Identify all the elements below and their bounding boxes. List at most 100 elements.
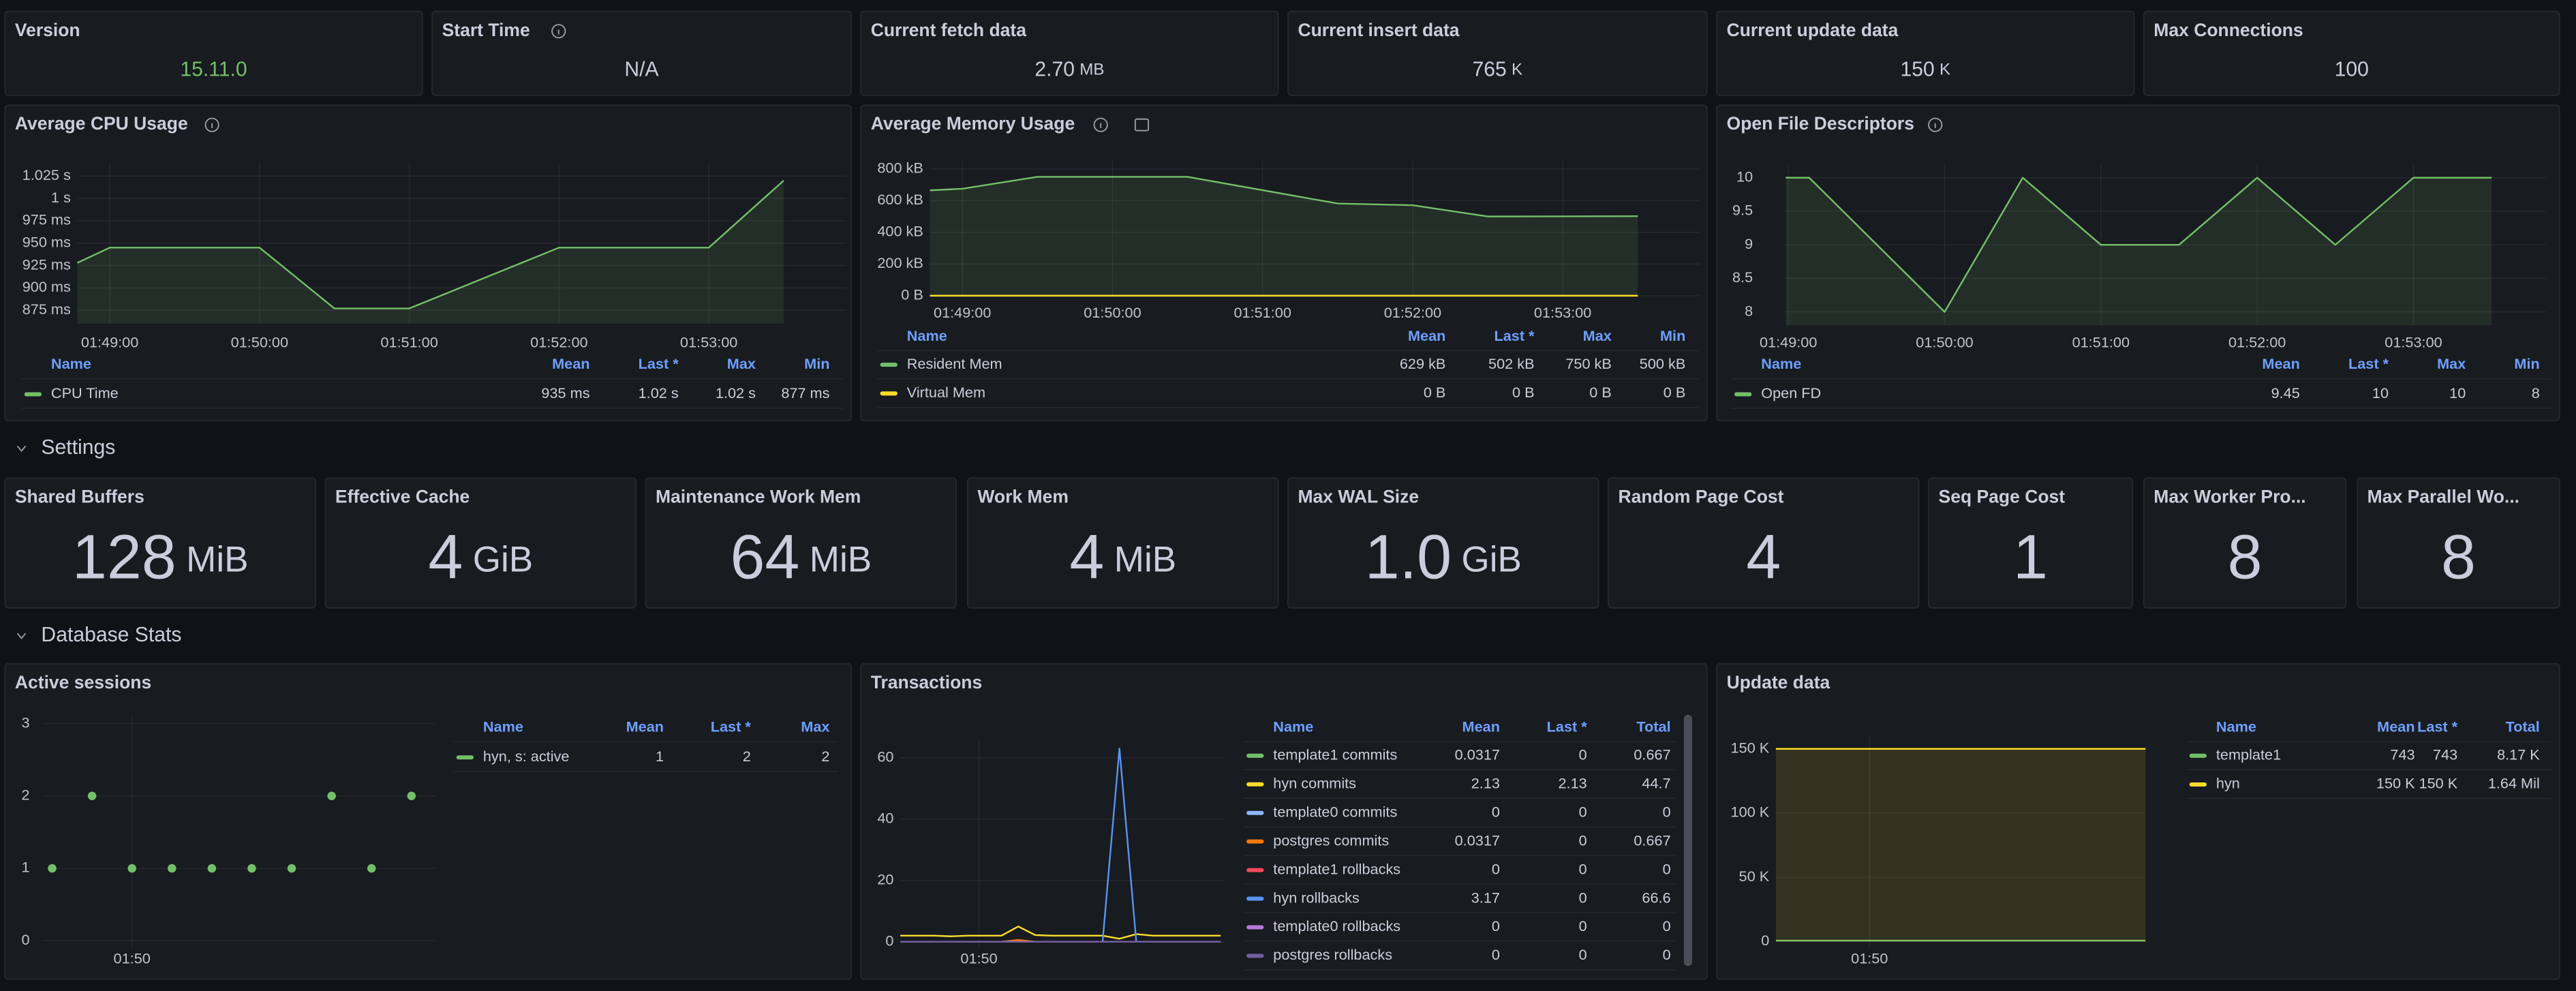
y-tick-label: 3 — [22, 714, 30, 731]
stat-number: 2.70 — [1034, 59, 1075, 81]
link-icon[interactable] — [1134, 118, 1150, 132]
y-tick-label: 8.5 — [1732, 269, 1753, 286]
collapse-chevron[interactable] — [16, 632, 27, 639]
data-point — [207, 864, 217, 873]
panel-title: Seq Page Cost — [1939, 486, 2066, 506]
x-tick-label: 01:52:00 — [2228, 334, 2286, 351]
legend-header: Last * — [1494, 327, 1535, 344]
legend-value: 0 — [1492, 803, 1500, 820]
legend-header: Mean — [552, 355, 589, 372]
panel — [2143, 477, 2347, 609]
y-tick-label: 1 s — [51, 189, 71, 206]
legend-header: Last * — [1547, 718, 1588, 735]
legend-value: 0 — [1579, 917, 1587, 934]
legend-header: Name — [51, 355, 91, 372]
panel-title: Max Parallel Wo... — [2367, 486, 2519, 506]
legend-name: hyn commits — [1273, 774, 1356, 791]
legend-value: 0.667 — [1634, 746, 1670, 763]
panel-title: Max Connections — [2153, 20, 2303, 40]
legend-name: hyn — [2216, 775, 2240, 792]
panel-title: Current insert data — [1298, 20, 1459, 40]
section-title[interactable]: Settings — [41, 436, 115, 459]
y-tick-label: 1.025 s — [22, 166, 71, 183]
y-tick-label: 0 — [1761, 932, 1769, 949]
legend-value: 44.7 — [1642, 774, 1670, 791]
stat-value: 2.70 MB — [1034, 59, 1104, 81]
legend-header: Last * — [2417, 718, 2458, 735]
stat-unit: K — [1939, 61, 1950, 79]
x-tick-label: 01:50:00 — [231, 334, 288, 351]
stat-number: 15.11.0 — [180, 59, 247, 81]
legend-value: 66.6 — [1642, 889, 1670, 906]
x-tick-label: 01:52:00 — [530, 334, 587, 351]
legend-value: 2 — [821, 748, 829, 765]
legend-value: 0 — [1579, 746, 1587, 763]
panel — [1287, 10, 1708, 96]
stat-unit: GiB — [473, 539, 533, 579]
data-point — [48, 864, 57, 873]
legend-header: Min — [2514, 355, 2539, 372]
panel-title: Version — [15, 20, 80, 40]
panel — [324, 477, 637, 609]
y-tick-label: 9 — [1745, 235, 1753, 252]
panel — [2357, 477, 2560, 609]
x-tick-label: 01:51:00 — [1233, 304, 1291, 321]
data-point — [87, 791, 97, 801]
legend-name: hyn rollbacks — [1273, 889, 1360, 906]
legend-value: 1.02 s — [716, 384, 756, 401]
legend-value: 0 — [1492, 946, 1500, 963]
stat-unit: MiB — [186, 539, 248, 579]
legend-value: 0 — [1579, 889, 1587, 906]
series-line — [76, 179, 784, 309]
legend-name: template0 commits — [1273, 803, 1397, 820]
x-tick-label: 01:50:00 — [1916, 334, 1973, 351]
x-tick-label: 01:51:00 — [2072, 334, 2130, 351]
y-tick-label: 600 kB — [877, 191, 923, 208]
legend-value: 743 — [2390, 746, 2414, 763]
x-tick-label: 01:49:00 — [934, 304, 991, 321]
stat-number: 8 — [2441, 523, 2476, 592]
legend-name: template1 commits — [1273, 746, 1397, 763]
y-tick-label: 150 K — [1731, 739, 1770, 756]
x-tick-label: 01:49:00 — [81, 334, 138, 351]
legend-header: Name — [483, 718, 523, 735]
y-tick-label: 9.5 — [1732, 202, 1753, 219]
panel-title: Update data — [1727, 672, 1830, 692]
panel-title: Current update data — [1727, 20, 1899, 40]
info-icon[interactable] — [551, 24, 566, 39]
stat-unit: MiB — [1114, 539, 1176, 579]
stat-value: 8 — [2228, 523, 2263, 592]
info-icon[interactable] — [204, 117, 219, 132]
legend-value: 0 — [1663, 917, 1671, 934]
stat-value: N/A — [624, 59, 659, 81]
legend-header: Mean — [626, 718, 664, 735]
info-icon[interactable] — [1093, 117, 1108, 132]
y-tick-label: 950 ms — [22, 233, 71, 250]
legend-name: postgres commits — [1273, 832, 1389, 849]
stat-value: 1 — [2013, 523, 2048, 592]
info-icons — [204, 24, 1943, 132]
legend-scrollbar[interactable] — [1683, 714, 1692, 966]
stat-value: 150 K — [1900, 59, 1950, 81]
data-point — [327, 791, 336, 801]
x-tick-label: 01:50:00 — [1084, 304, 1141, 321]
legend-value: 8.17 K — [2497, 746, 2540, 763]
panel-title: Effective Cache — [335, 486, 470, 506]
legend-header: Total — [2506, 718, 2540, 735]
panel — [1716, 104, 2560, 422]
legend-header: Last * — [2348, 355, 2389, 372]
y-tick-label: 0 — [885, 932, 893, 949]
legend-value: 500 kB — [1640, 355, 1686, 372]
info-icon[interactable] — [1928, 117, 1943, 132]
x-tick-label: 01:50 — [960, 949, 997, 966]
y-tick-label: 1 — [22, 859, 30, 876]
collapse-chevron[interactable] — [16, 445, 27, 453]
legend-name: template1 rollbacks — [1273, 860, 1400, 877]
legend-name: template0 rollbacks — [1273, 917, 1400, 934]
legend-value: 0 — [1663, 803, 1671, 820]
section-title[interactable]: Database Stats — [41, 624, 181, 646]
stat-number: 150 — [1900, 59, 1934, 81]
panel-title: Max Worker Pro... — [2153, 486, 2305, 506]
panel — [860, 662, 1708, 980]
